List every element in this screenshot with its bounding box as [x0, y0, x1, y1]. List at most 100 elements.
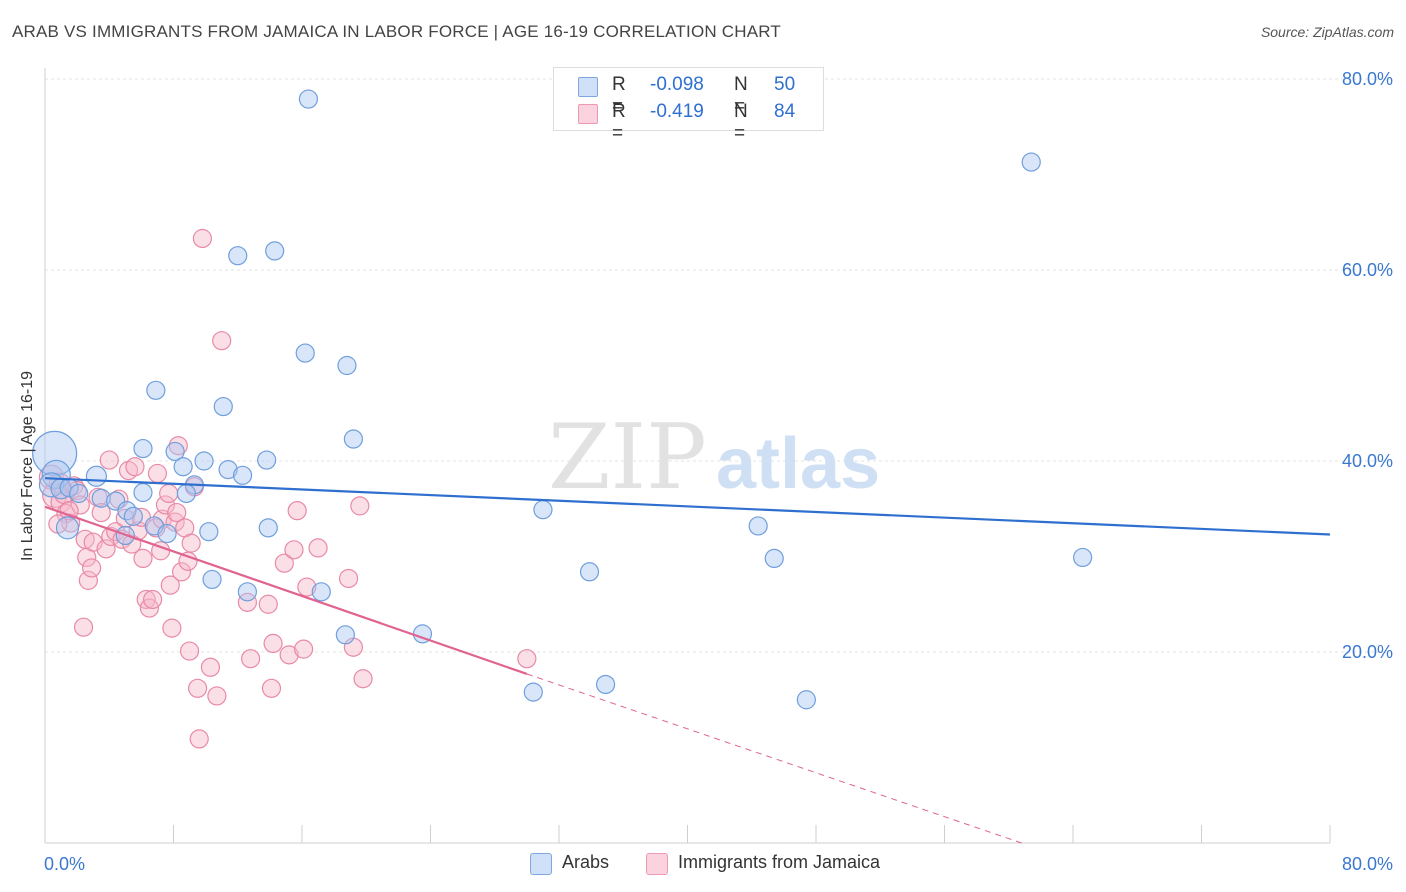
jamaica-point [171, 562, 192, 582]
jamaica-point [517, 649, 537, 669]
arab-point [146, 380, 166, 400]
arab-point [1021, 152, 1041, 172]
jamaica-swatch [578, 104, 598, 124]
arab-point [258, 518, 278, 538]
jamaica-point [189, 729, 209, 749]
jamaica-point [167, 502, 187, 523]
jamaica-trend-line [44, 505, 528, 676]
arab-point [123, 506, 143, 526]
source-credit: Source: ZipAtlas.com [1260, 24, 1394, 40]
arab-point [298, 89, 319, 109]
jamaica-point [181, 533, 201, 553]
jamaica-point [91, 502, 111, 523]
jamaica-point [284, 540, 304, 560]
jamaica-trend-extension [526, 673, 1022, 844]
watermark-zip: ZIP [548, 405, 707, 510]
jamaica-point [274, 553, 294, 573]
arab-point [533, 500, 553, 520]
jamaica-point [179, 641, 200, 661]
axes [44, 68, 1331, 844]
arab-point [579, 562, 600, 582]
arab-point [265, 241, 285, 261]
jamaica-point [159, 483, 179, 504]
jamaica-point [287, 501, 307, 521]
jamaica-point [73, 617, 94, 637]
grid-lines [45, 78, 1392, 653]
r-label: R = [612, 101, 626, 144]
arab-point [343, 429, 363, 449]
jamaica-legend-swatch [646, 853, 668, 875]
arab-point [85, 465, 108, 487]
chart-title: ARAB VS IMMIGRANTS FROM JAMAICA IN LABOR… [12, 22, 782, 41]
y-tick-label: 20.0% [1342, 642, 1393, 662]
jamaica-point [258, 594, 278, 614]
y-tick-label: 80.0% [1342, 69, 1393, 89]
jamaica-point [263, 633, 283, 654]
jamaica-point [237, 592, 257, 612]
arab-point [311, 582, 331, 602]
jamaica-point [350, 496, 370, 516]
n-value: 50 [774, 74, 796, 95]
x-tick-label: 80.0% [1342, 854, 1393, 874]
jamaica-point [308, 538, 328, 558]
stats-legend: R = -0.098 N = 50 R = -0.419 N = 84 [553, 67, 824, 144]
n-label: N = [734, 101, 748, 144]
jamaica-point [160, 575, 180, 595]
arabs-trend-line [44, 477, 1331, 536]
jamaica-point [192, 228, 213, 249]
jamaica-points [38, 228, 537, 749]
jamaica-point [279, 645, 299, 665]
jamaica-point [294, 639, 314, 659]
jamaica-point [81, 558, 102, 578]
arab-point [237, 582, 257, 602]
arab-point [337, 355, 357, 376]
r-value: -0.098 [650, 74, 704, 95]
jamaica-point [168, 436, 188, 456]
jamaica-legend-label: Immigrants from Jamaica [678, 852, 881, 872]
arab-point [257, 450, 277, 470]
arab-point [228, 246, 248, 266]
jamaica-point [212, 331, 232, 351]
arab-point [173, 457, 193, 477]
jamaica-point [207, 686, 227, 706]
y-axis-label: In Labor Force | Age 16-19 [19, 370, 36, 562]
arab-point [165, 441, 185, 462]
jamaica-point [133, 548, 153, 569]
r-label: R = [612, 74, 626, 117]
jamaica-point [165, 512, 185, 532]
jamaica-point [162, 618, 182, 638]
arab-point [295, 343, 315, 363]
jamaica-point [261, 678, 282, 698]
jamaica-point [353, 669, 373, 689]
arab-point [133, 482, 153, 503]
arab-point [595, 674, 616, 695]
arab-point [176, 483, 196, 504]
arabs-legend-swatch [530, 853, 552, 875]
jamaica-point [147, 463, 168, 484]
trend-lines [44, 477, 1331, 844]
arab-point [69, 483, 89, 504]
arab-point [523, 682, 543, 702]
y-tick-label: 40.0% [1342, 451, 1393, 471]
arab-point [1073, 547, 1093, 568]
arab-point [199, 522, 219, 542]
arab-point [194, 451, 214, 471]
watermark-atlas: atlas [716, 424, 880, 504]
arab-point [157, 523, 177, 544]
jamaica-point [125, 457, 145, 477]
tick-labels: 20.0% 40.0% 60.0% 80.0% 0.0% 80.0% [44, 69, 1393, 874]
arab-point [764, 548, 784, 569]
arab-point [91, 488, 111, 508]
series-legend: Arabs Immigrants from Jamaica [0, 852, 1406, 878]
arab-point [133, 438, 153, 459]
r-value: -0.419 [650, 101, 704, 122]
arabs-legend-label: Arabs [562, 852, 610, 872]
jamaica-point [187, 678, 208, 698]
jamaica-point [59, 501, 79, 521]
arab-points [32, 89, 1093, 710]
jamaica-point [99, 450, 119, 470]
arab-point [232, 465, 253, 485]
arab-point [202, 569, 222, 590]
n-value: 84 [774, 101, 796, 122]
